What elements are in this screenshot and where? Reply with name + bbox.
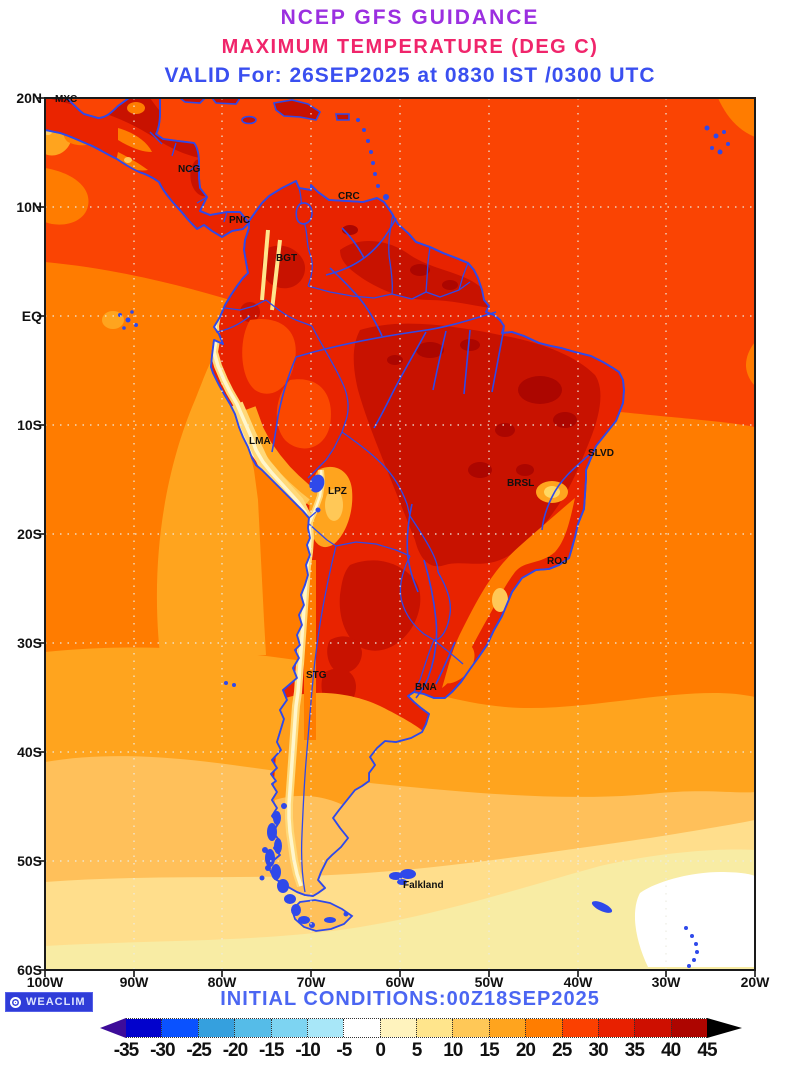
colorbar-tick-30: 30: [588, 1040, 608, 1061]
lon-label-100W: 100W: [26, 974, 64, 990]
lat-label-EQ: EQ: [21, 308, 42, 324]
colorbar-segment-8: [416, 1019, 453, 1037]
lat-label-60S: 60S: [17, 962, 42, 978]
city-label-SLVD: SLVD: [588, 448, 614, 459]
colorbar-segment-10: [488, 1019, 526, 1037]
colorbar-right-arrow: [707, 1018, 742, 1038]
map-frame: [44, 97, 756, 971]
lat-label-10S: 10S: [17, 417, 42, 433]
colorbar-segment-15: [670, 1019, 707, 1037]
weaclim-logo-icon: [10, 996, 21, 1008]
colorbar-tick-0: 0: [375, 1040, 386, 1061]
colorbar: [126, 1018, 707, 1038]
lon-label-70W: 70W: [296, 974, 326, 990]
page-subtitle: MAXIMUM TEMPERATURE (DEG C): [221, 36, 599, 58]
city-label-Falkland: Falkland: [403, 880, 444, 891]
lon-label-20W: 20W: [740, 974, 770, 990]
city-label-LPZ: LPZ: [328, 486, 347, 497]
colorbar-segment-0: [126, 1019, 162, 1037]
colorbar-tick--10: -10: [295, 1040, 320, 1061]
city-label-BNA: BNA: [415, 682, 437, 693]
city-label-BGT: BGT: [276, 253, 298, 264]
lon-label-30W: 30W: [651, 974, 681, 990]
colorbar-tick--30: -30: [150, 1040, 175, 1061]
colorbar-tick-40: 40: [661, 1040, 681, 1061]
colorbar-tick--5: -5: [336, 1040, 352, 1061]
weaclim-logo-text: WEACLIM: [26, 996, 86, 1008]
lat-label-20S: 20S: [17, 526, 42, 542]
colorbar-segment-7: [379, 1019, 416, 1037]
lat-label-30S: 30S: [17, 635, 42, 651]
colorbar-segment-14: [634, 1019, 671, 1037]
colorbar-tick-5: 5: [411, 1040, 423, 1061]
colorbar-tick-25: 25: [552, 1040, 572, 1061]
colorbar-tick-35: 35: [624, 1040, 645, 1061]
city-label-STG: STG: [306, 670, 327, 681]
page-title: NCEP GFS GUIDANCE: [280, 6, 540, 29]
colorbar-segment-2: [197, 1019, 235, 1037]
colorbar-segment-11: [525, 1019, 562, 1037]
lon-label-60W: 60W: [385, 974, 415, 990]
lat-label-10N: 10N: [16, 199, 42, 215]
city-label-CRC: CRC: [338, 191, 360, 202]
colorbar-segment-12: [561, 1019, 598, 1037]
colorbar-tick-20: 20: [515, 1040, 536, 1061]
initial-conditions-line: INITIAL CONDITIONS:00Z18SEP2025: [220, 988, 600, 1010]
colorbar-tick--35: -35: [113, 1040, 139, 1061]
lon-label-50W: 50W: [474, 974, 504, 990]
colorbar-segment-9: [452, 1019, 489, 1037]
colorbar-segment-13: [597, 1019, 635, 1037]
city-label-MXC: MXC: [55, 94, 78, 105]
valid-time-line: VALID For: 26SEP2025 at 0830 IST /0300 U…: [164, 64, 656, 87]
city-label-ROJ: ROJ: [547, 556, 568, 567]
lat-label-40S: 40S: [17, 744, 42, 760]
colorbar-left-arrow: [100, 1018, 126, 1038]
colorbar-tick-15: 15: [479, 1040, 500, 1061]
lon-label-40W: 40W: [563, 974, 593, 990]
city-label-NCG: NCG: [178, 164, 201, 175]
lat-label-20N: 20N: [16, 90, 42, 106]
colorbar-tick--15: -15: [259, 1040, 284, 1061]
colorbar-tick--20: -20: [222, 1040, 248, 1061]
lon-label-90W: 90W: [119, 974, 149, 990]
lon-label-80W: 80W: [207, 974, 237, 990]
colorbar-tick-45: 45: [697, 1040, 717, 1061]
colorbar-tick-10: 10: [443, 1040, 463, 1061]
colorbar-segment-3: [234, 1019, 271, 1037]
lat-label-50S: 50S: [17, 853, 42, 869]
weaclim-logo: WEACLIM: [5, 992, 93, 1012]
city-label-PNC: PNC: [229, 215, 251, 226]
city-label-BRSL: BRSL: [507, 478, 535, 489]
colorbar-tick--25: -25: [186, 1040, 211, 1061]
colorbar-segment-4: [270, 1019, 307, 1037]
city-label-LMA: LMA: [249, 436, 271, 447]
colorbar-segment-5: [306, 1019, 344, 1037]
colorbar-segment-6: [343, 1019, 380, 1037]
colorbar-segment-1: [161, 1019, 198, 1037]
